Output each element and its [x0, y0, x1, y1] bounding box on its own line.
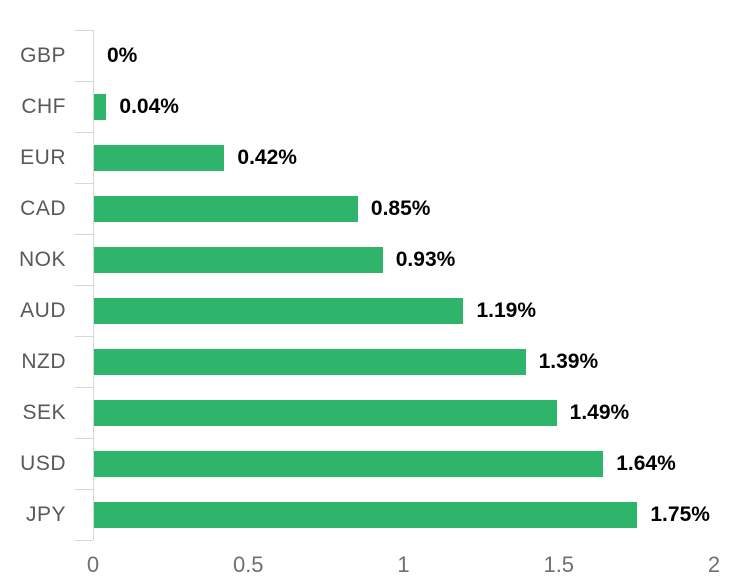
- bar-value-label: 1.49%: [569, 400, 630, 424]
- bar-value-label: 0%: [107, 43, 138, 67]
- category-axis: GBP CHF EUR CAD NOK AUD NZD SEK USD JPY: [0, 30, 93, 540]
- category-label: GBP: [20, 43, 66, 67]
- category-label: AUD: [20, 298, 66, 322]
- bar: [94, 297, 464, 324]
- axis-tick: [75, 81, 93, 82]
- x-axis-tick-label: 1: [397, 552, 410, 577]
- bar: [94, 399, 557, 426]
- plot-area: 0% 0.04% 0.42% 0.85% 0.93% 1.19% 1.39% 1.49% 1.6…: [75, 30, 715, 541]
- axis-tick: [75, 183, 93, 184]
- bar-value-label: 0.04%: [119, 94, 179, 118]
- axis-tick: [75, 387, 93, 388]
- axis-tick: [75, 285, 93, 286]
- bar-value-label: 0.85%: [370, 196, 431, 220]
- category-label: NOK: [18, 247, 66, 271]
- bar-row: 0.04%: [94, 81, 715, 132]
- bar-row: 0.93%: [94, 234, 715, 285]
- x-axis-tick-label: 0: [86, 552, 100, 577]
- bar-row: 0%: [94, 30, 715, 81]
- x-axis-tick-label: 1.5: [543, 552, 575, 577]
- bar-row: 1.49%: [94, 387, 715, 438]
- bar: [94, 144, 225, 171]
- axis-tick: [75, 336, 93, 337]
- category-label: USD: [20, 451, 66, 475]
- bar-value-label: 1.64%: [616, 451, 676, 475]
- bar-value-label: 1.19%: [476, 298, 537, 322]
- bar: [94, 195, 358, 222]
- bar-row: 0.42%: [94, 132, 715, 183]
- axis-tick: [75, 540, 93, 541]
- bar: [94, 450, 604, 477]
- bar-row: 1.64%: [94, 438, 715, 489]
- axis-tick: [75, 30, 93, 31]
- category-label: CHF: [21, 94, 66, 118]
- category-label: JPY: [25, 502, 66, 526]
- bar: [94, 246, 383, 273]
- axis-tick: [75, 438, 93, 439]
- value-axis: 0 0.5 1 1.5 2: [87, 552, 720, 582]
- bar: [94, 501, 638, 528]
- x-axis-tick-label: 2: [707, 552, 721, 577]
- bar-value-label: 0.93%: [395, 247, 456, 271]
- bar-row: 1.19%: [94, 285, 715, 336]
- bar-value-label: 0.42%: [237, 145, 297, 169]
- category-label: CAD: [20, 196, 66, 220]
- category-label: NZD: [21, 349, 66, 373]
- bar-row: 0.85%: [94, 183, 715, 234]
- bar-value-label: 1.75%: [650, 502, 710, 526]
- bar: [94, 348, 526, 375]
- category-label: SEK: [22, 400, 66, 424]
- axis-tick: [75, 489, 93, 490]
- bar-value-label: 1.39%: [538, 349, 599, 373]
- bar-row: 1.75%: [94, 489, 715, 540]
- axis-tick: [75, 132, 93, 133]
- x-axis-tick-label: 0.5: [232, 552, 264, 577]
- axis-tick: [75, 234, 93, 235]
- category-label: EUR: [20, 145, 66, 169]
- bar: [94, 93, 107, 120]
- bar-row: 1.39%: [94, 336, 715, 387]
